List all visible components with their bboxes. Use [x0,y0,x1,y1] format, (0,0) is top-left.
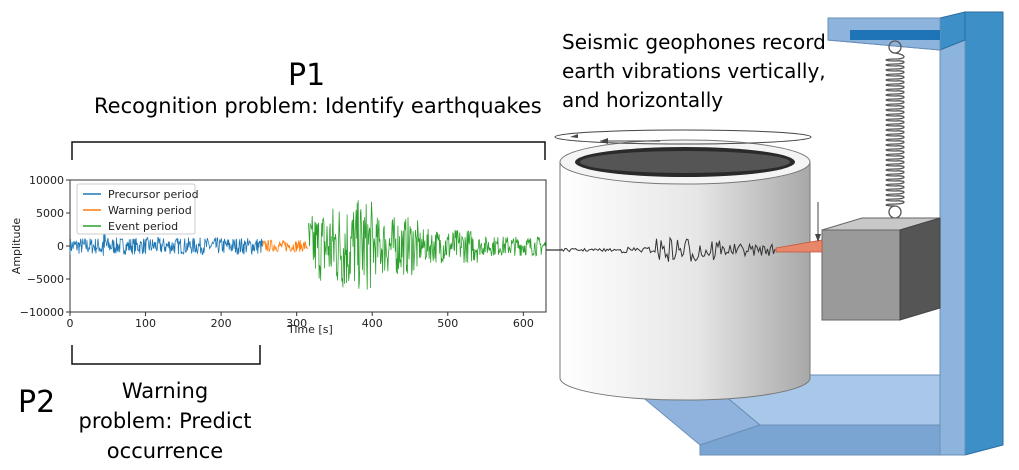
p2-title: P2 [18,385,56,420]
legend-precursor: Precursor period [108,188,199,201]
x-tick-label: 300 [286,317,307,330]
y-tick-label: −10000 [20,306,64,319]
series-line-2 [307,200,546,290]
seismogram-chart: 0 100 200 300 400 500 600 10000 5000 0 −5000 −1000… [10,174,547,336]
y-tick-label: −5000 [27,273,64,286]
legend-warning: Warning period [108,204,192,217]
legend-event: Event period [108,220,178,233]
legend: Precursor period Warning period Event pe… [76,183,199,235]
series-line-1 [262,239,308,253]
recording-needle [775,202,823,253]
geophone-note: Seismic geophones record earth vibration… [562,30,826,112]
x-axis-label: Time [s] [287,323,333,336]
series-line-0 [69,230,263,256]
p1-bracket [71,141,546,160]
x-tick-label: 600 [513,317,534,330]
p1-description: Recognition problem: Identify earthquake… [94,94,542,118]
x-tick-label: 500 [437,317,458,330]
y-axis-label: Amplitude [10,218,23,275]
y-tick-label: 10000 [29,174,64,187]
p2-description: Warning problem: Predict occurrence [78,379,252,463]
y-tick-label: 0 [57,240,64,253]
mass-block [821,217,941,321]
x-tick-label: 400 [362,317,383,330]
x-tick-label: 100 [135,317,156,330]
p1-title: P1 [288,58,326,93]
x-tick-label: 200 [211,317,232,330]
spring [885,40,905,219]
y-tick-label: 5000 [36,207,64,220]
geophone-frame [638,11,1004,456]
recording-drum [554,129,812,401]
x-tick-label: 0 [67,317,74,330]
p2-bracket [71,345,261,365]
